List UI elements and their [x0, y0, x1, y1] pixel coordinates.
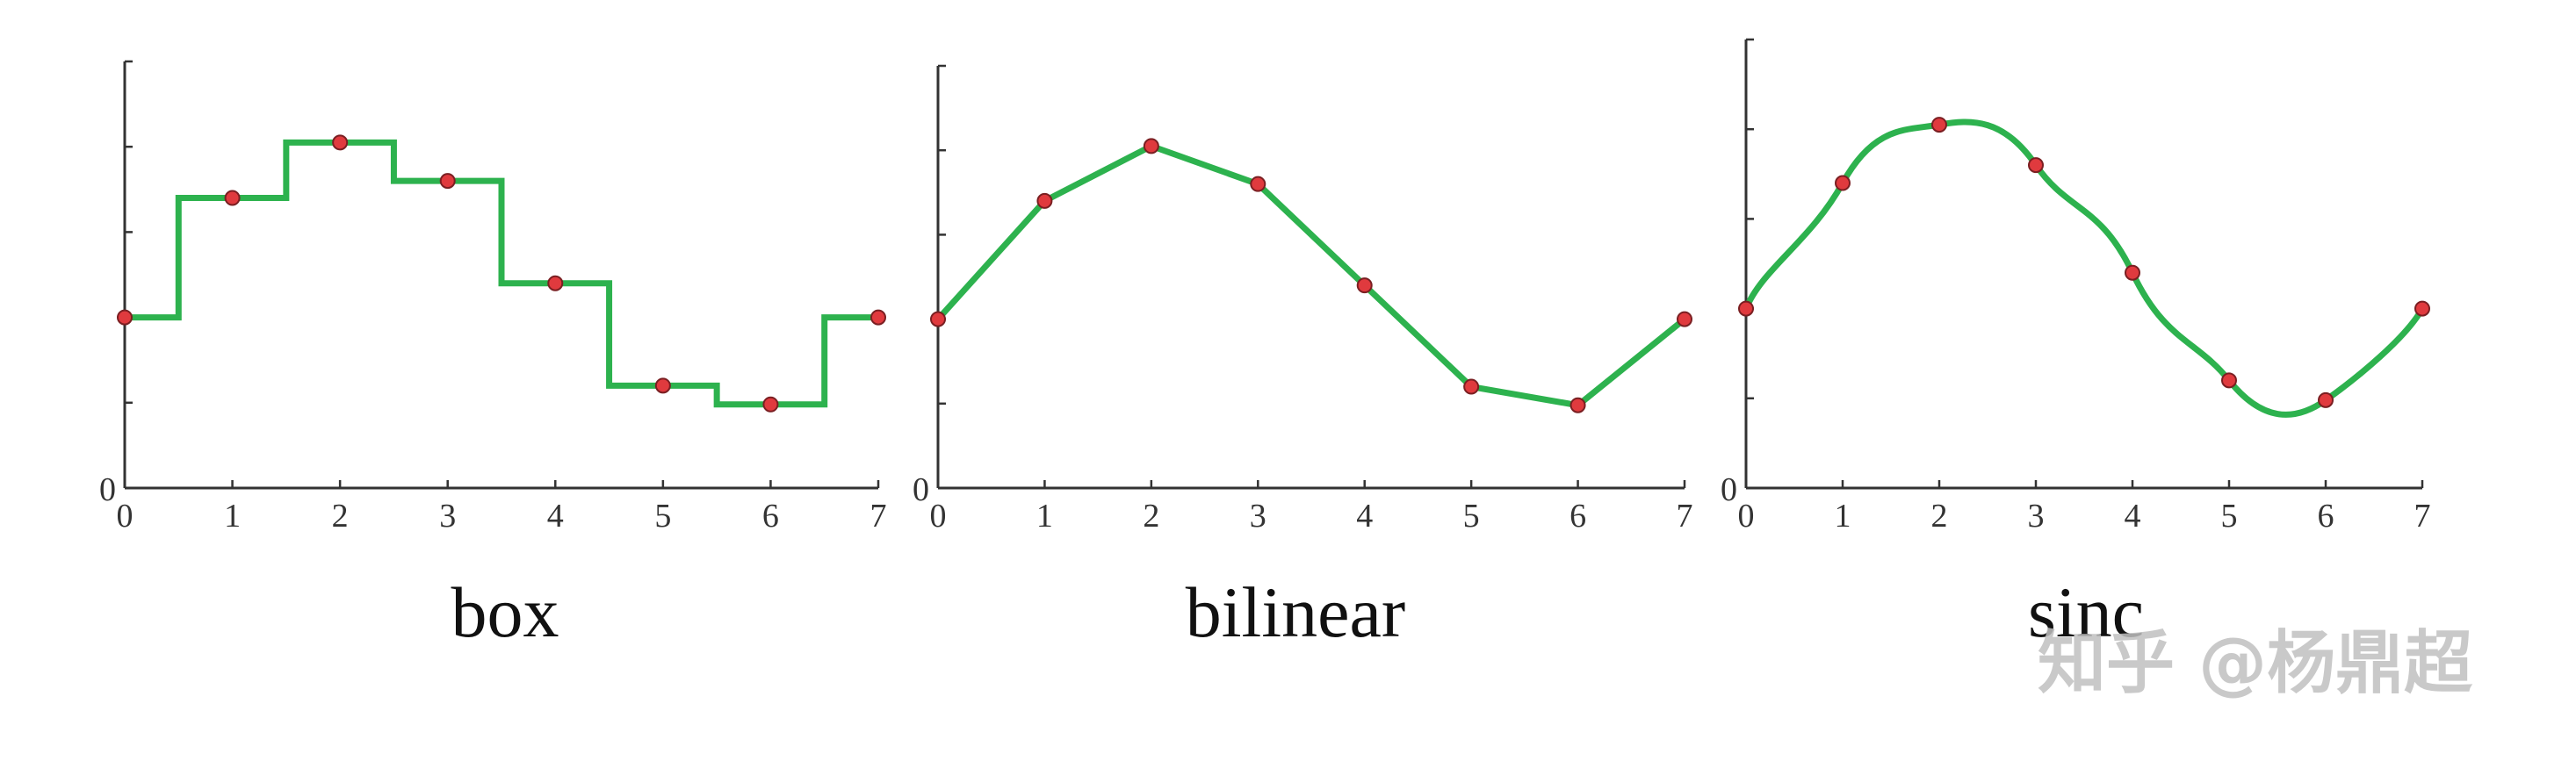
watermark-text: 知乎 @杨鼎超	[2038, 624, 2473, 703]
x-tick-label: 1	[1036, 498, 1053, 535]
series-line	[935, 142, 1687, 409]
data-point-marker	[2028, 157, 2044, 174]
x-tick-label: 7	[2414, 498, 2431, 535]
data-point-marker	[1143, 138, 1159, 154]
data-point-marker	[654, 377, 671, 394]
data-point-marker	[1463, 378, 1480, 395]
data-point-marker	[762, 396, 779, 413]
data-point-marker	[1356, 277, 1373, 294]
x-tick-label: 6	[762, 498, 779, 535]
x-tick-label: 6	[2318, 498, 2334, 535]
data-point-marker	[1569, 397, 1586, 413]
data-point-marker	[930, 311, 946, 327]
x-tick-label: 0	[117, 498, 133, 535]
data-point-marker	[1677, 311, 1692, 327]
data-point-marker	[2221, 372, 2237, 389]
x-tick-label: 3	[2028, 498, 2045, 535]
x-tick-label: 3	[1250, 498, 1266, 535]
series-line	[125, 139, 878, 408]
data-point-marker	[2125, 264, 2140, 281]
panel-box: 0 1 2 3 4 5 6 7 0 box	[99, 60, 887, 652]
data-point-marker	[1931, 117, 1947, 133]
x-tick-label: 1	[1835, 498, 1851, 535]
chart-title: sinc	[2028, 572, 2144, 652]
series-line	[1743, 118, 2426, 418]
data-point-marker	[439, 173, 456, 190]
panel-bilinear: 0 1 2 3 4 5 6 7 0 bilinear	[913, 64, 1693, 652]
x-tick-label: 5	[2221, 498, 2238, 535]
x-tick-label: 4	[2125, 498, 2141, 535]
data-point-marker	[547, 275, 564, 291]
y-tick-label-zero: 0	[99, 471, 116, 508]
x-tick-label: 7	[870, 498, 887, 535]
data-point-marker	[117, 309, 133, 326]
x-tick-label: 5	[1463, 498, 1480, 535]
x-tick-label: 4	[1356, 498, 1373, 535]
x-tick-label: 5	[654, 498, 671, 535]
data-point-marker	[2414, 300, 2430, 317]
x-tick-label: 0	[930, 498, 947, 535]
x-tick-label: 3	[439, 498, 456, 535]
x-tick-label: 2	[1931, 498, 1948, 535]
y-tick-label-zero: 0	[1721, 471, 1737, 508]
data-point-marker	[1835, 175, 1851, 191]
x-tick-label: 2	[332, 498, 349, 535]
x-tick-label: 4	[547, 498, 564, 535]
chart-title: box	[451, 572, 559, 652]
data-point-marker	[1036, 192, 1053, 209]
data-point-marker	[224, 190, 241, 206]
y-tick-label-zero: 0	[913, 471, 929, 508]
data-point-marker	[332, 134, 349, 151]
x-tick-label: 7	[1677, 498, 1693, 535]
x-tick-label: 1	[224, 498, 241, 535]
x-tick-label: 2	[1143, 498, 1159, 535]
data-point-marker	[870, 309, 886, 326]
panel-sinc: 0 1 2 3 4 5 6 7 0 sinc	[1721, 38, 2431, 652]
chart-title: bilinear	[1186, 572, 1405, 652]
data-point-marker	[2318, 391, 2334, 408]
data-point-marker	[1738, 300, 1754, 317]
x-tick-label: 6	[1569, 498, 1586, 535]
x-tick-label: 0	[1738, 498, 1755, 535]
data-point-marker	[1250, 176, 1266, 192]
